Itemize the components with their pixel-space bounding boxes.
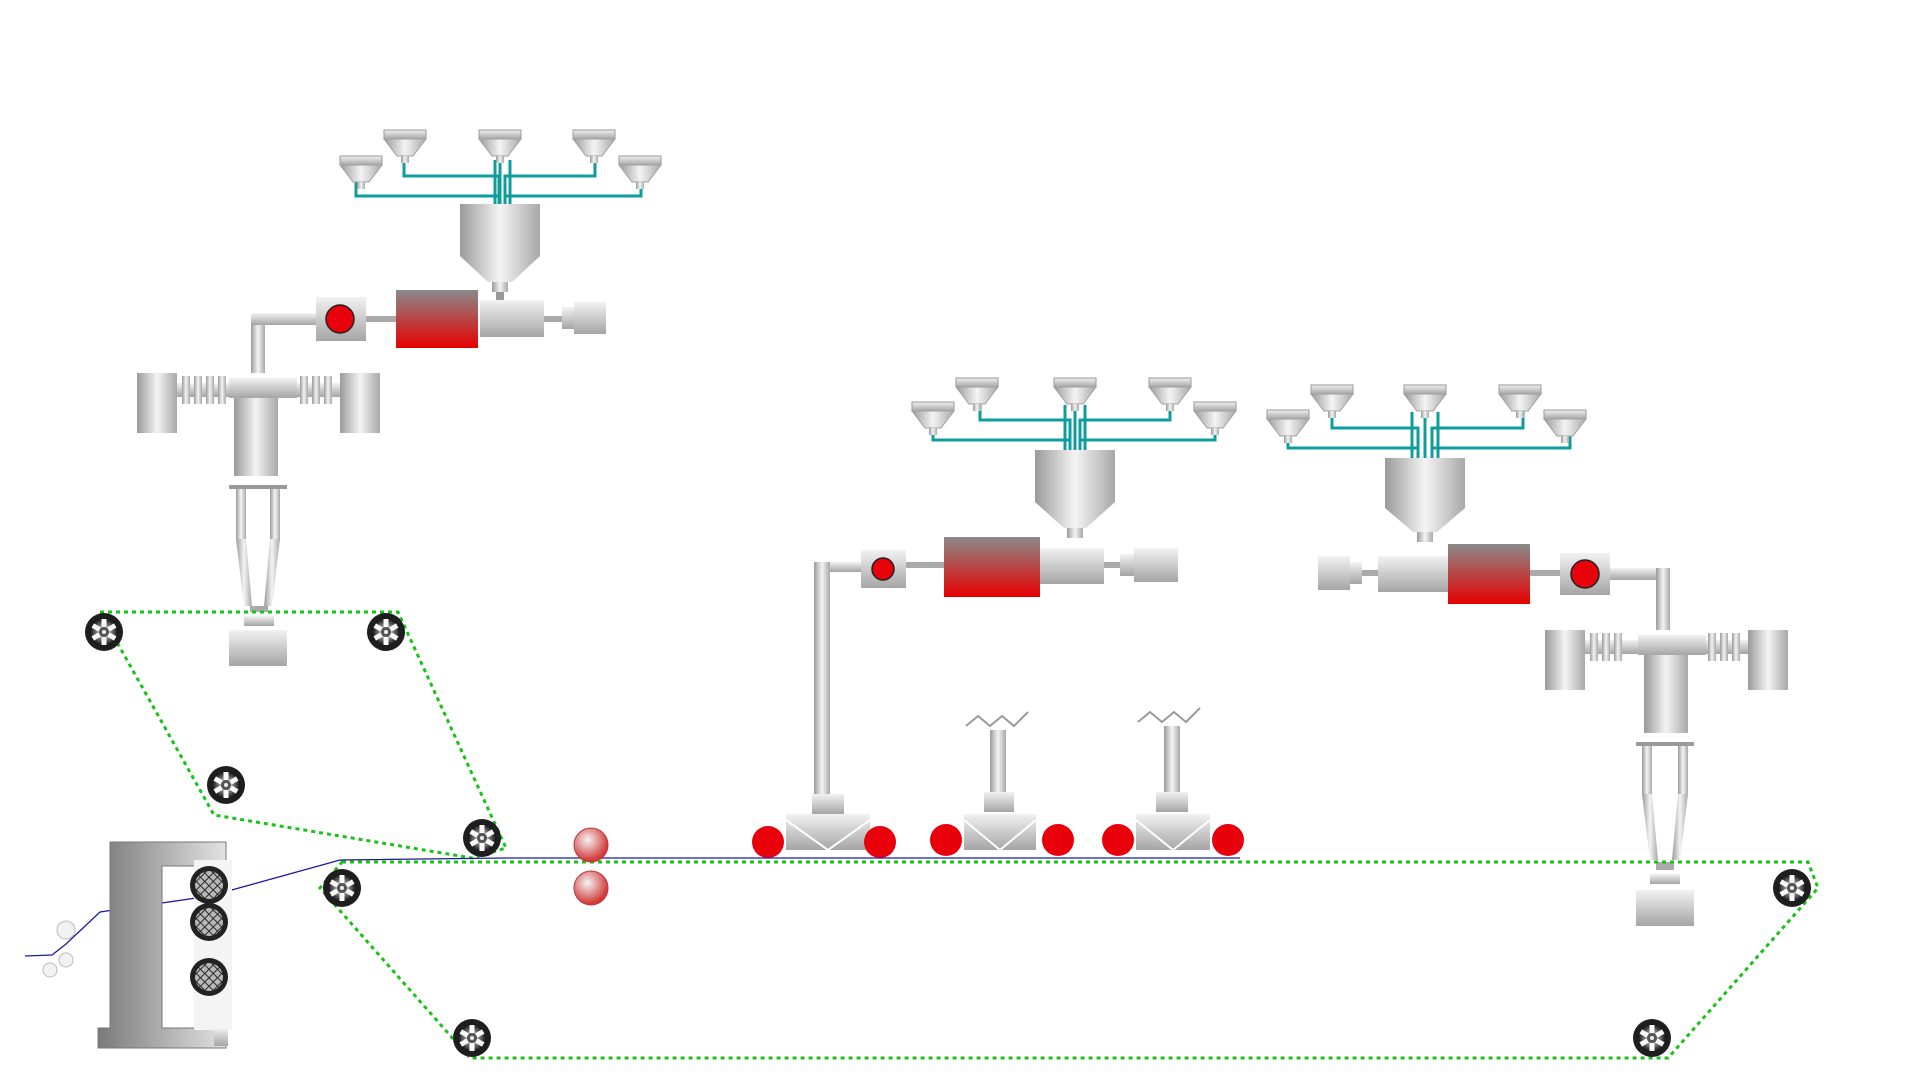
hopper-icon: [1403, 384, 1447, 419]
hopper-icon: [1310, 384, 1354, 419]
coating-roll-icon: [1042, 824, 1074, 856]
nip-roller-icon: [573, 870, 609, 906]
hopper-icon: [478, 129, 522, 164]
melt-pipe: [276, 313, 316, 325]
hopper-icon: [1543, 409, 1587, 444]
status-lamp-icon: [325, 304, 355, 334]
die: [229, 485, 287, 666]
conveyor-belts: [97, 610, 1820, 1060]
lower-belt-loop: [318, 860, 1820, 1060]
barrel: [1378, 556, 1448, 592]
hopper-icon: [1193, 401, 1237, 436]
melt-pipe: [1610, 568, 1666, 580]
coupling: [1120, 554, 1134, 576]
coating-roll-icon: [190, 958, 228, 996]
gear-roller-icon: [85, 613, 123, 651]
mixing-hopper-icon: [1035, 450, 1115, 538]
mixing-hopper-icon: [460, 204, 540, 300]
extrusion-line-3: [1266, 384, 1788, 926]
hopper-icon: [1498, 384, 1542, 419]
gear-roller-icon: [1633, 1019, 1671, 1057]
gear-roller-icon: [207, 766, 245, 804]
coating-roll-icon: [1212, 824, 1244, 856]
coating-station-3: [1102, 707, 1244, 856]
status-lamp-icon: [871, 557, 895, 581]
coupling: [1350, 562, 1362, 584]
heater-barrel-icon: [944, 537, 1040, 597]
extrusion-line-2: [814, 377, 1237, 794]
distributor-manifold: [137, 373, 380, 476]
distributor-manifold: [1545, 630, 1788, 733]
coating-roll-icon: [190, 866, 228, 904]
coating-roll-icon: [752, 826, 784, 858]
hopper-icon: [911, 401, 955, 436]
upper-belt-loop: [97, 610, 509, 860]
heater-barrel-icon: [396, 290, 478, 348]
die: [1636, 742, 1694, 926]
coating-roll-icon: [190, 903, 228, 941]
connector: [1530, 570, 1560, 576]
motor: [1134, 548, 1178, 582]
coating-roll-icon: [1102, 824, 1134, 856]
coating-roll-icon: [930, 824, 962, 856]
melt-pipe-vertical: [814, 562, 830, 794]
gear-roller-icon: [463, 819, 501, 857]
hopper-icon: [1148, 377, 1192, 412]
shaft: [544, 316, 562, 322]
hopper-icon: [572, 129, 616, 164]
nip-rollers: [573, 827, 609, 906]
hopper-icon: [339, 155, 383, 190]
nip-roller-icon: [573, 827, 609, 863]
coating-roll-icon: [864, 826, 896, 858]
hopper-icon: [1053, 377, 1097, 412]
gear-roller-icon: [453, 1019, 491, 1057]
shaft: [1362, 570, 1378, 576]
connector: [366, 316, 396, 322]
coupling: [562, 307, 574, 329]
status-lamp-icon: [1570, 559, 1600, 589]
mixing-hopper-icon: [1385, 458, 1465, 542]
barrel: [1040, 548, 1104, 584]
hopper-icon: [383, 129, 427, 164]
motor: [1318, 556, 1350, 590]
hopper-icon: [1266, 409, 1310, 444]
shaft: [1104, 562, 1120, 568]
unwind-rolls: [42, 920, 76, 978]
hopper-icon: [618, 155, 662, 190]
melt-pipe-vertical: [1656, 568, 1670, 630]
hopper-icon: [955, 377, 999, 412]
melt-pipe-elbow: [251, 313, 281, 325]
connector: [906, 562, 944, 568]
coating-station-2: [930, 711, 1074, 856]
gear-roller-icon: [1773, 869, 1811, 907]
heater-barrel-icon: [1448, 544, 1530, 604]
motor: [574, 302, 606, 334]
barrel: [480, 300, 544, 337]
coating-station-1: [752, 794, 896, 858]
melt-pipe-vertical: [251, 313, 265, 373]
extrusion-line-1: [137, 129, 662, 666]
gear-roller-icon: [367, 613, 405, 651]
gear-roller-icon: [323, 869, 361, 907]
melt-pipe: [814, 562, 861, 572]
